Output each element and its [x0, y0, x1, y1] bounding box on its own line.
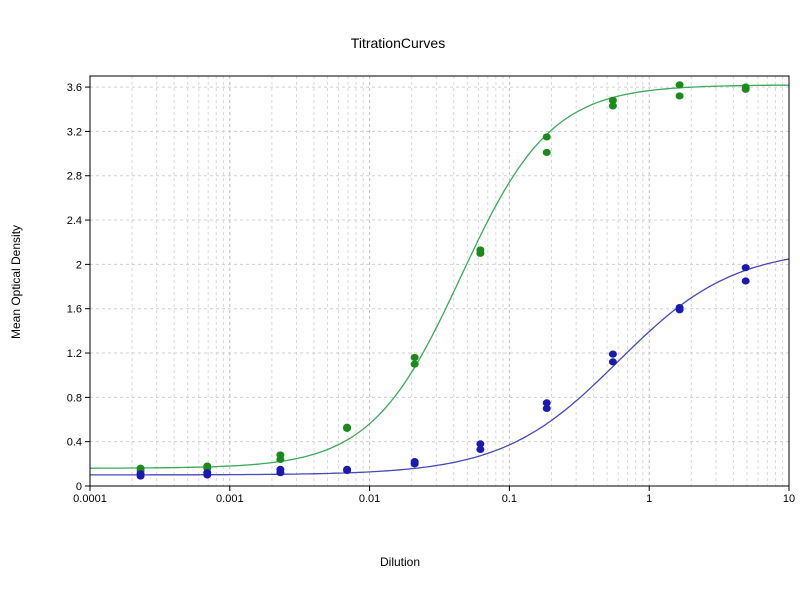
- series-2-point: [542, 404, 551, 413]
- series-2-fit-curve: [90, 258, 790, 476]
- series-2-point: [476, 440, 485, 448]
- series-1-fit-curve: [90, 84, 790, 469]
- series-1-point: [608, 96, 617, 104]
- plot-frame: [89, 75, 790, 487]
- series-1-point: [675, 92, 684, 100]
- x-axis-label: Dilution: [380, 555, 420, 569]
- series-1-point: [276, 451, 285, 459]
- series-2-point: [410, 458, 419, 466]
- chart-title: TitrationCurves: [351, 35, 445, 51]
- series-1-point: [410, 353, 419, 362]
- x-tick-label: 0.1: [502, 493, 517, 505]
- series-1-point: [542, 133, 551, 141]
- series-2-point: [343, 465, 352, 473]
- y-tick-label: 0.8: [67, 392, 82, 404]
- series-2-point: [203, 469, 212, 477]
- y-tick-label: 3.6: [67, 82, 82, 94]
- x-tick-label: 0.001: [216, 493, 244, 505]
- series-2-point: [542, 399, 551, 407]
- series-2-point: [675, 303, 684, 312]
- y-tick-label: 3.2: [67, 126, 82, 138]
- y-axis-label: Mean Optical Density: [9, 225, 23, 339]
- series-2-point: [276, 465, 285, 473]
- data-points: [136, 81, 750, 480]
- series-2-point: [741, 264, 750, 272]
- y-tick-label: 1.6: [67, 304, 82, 316]
- series-1-point: [343, 423, 352, 431]
- x-tick-label: 0.01: [359, 493, 380, 505]
- y-tick-label: 0.4: [67, 437, 82, 449]
- series-1-point: [476, 246, 485, 254]
- series-1-point: [741, 83, 750, 91]
- y-tick-label: 0: [76, 481, 82, 493]
- series-2-point: [136, 470, 145, 478]
- x-tick-label: 1: [646, 493, 652, 505]
- x-tick-label: 0.0001: [73, 493, 107, 505]
- axis-ticks: 0.0001 0.001 0.01 0.1 1 10 0 0.4 0.8 1.2 1.6 2 2.4 2.…: [67, 82, 795, 505]
- y-tick-label: 1.2: [67, 348, 82, 360]
- series-1-point: [675, 81, 684, 89]
- series-1-point: [608, 102, 617, 110]
- y-tick-label: 2: [76, 259, 82, 271]
- x-tick-label: 10: [783, 493, 795, 505]
- series-1-point: [542, 148, 551, 157]
- y-tick-label: 2.4: [67, 215, 82, 227]
- series-2-point: [608, 350, 617, 358]
- series-2-point: [741, 277, 750, 285]
- y-tick-label: 2.8: [67, 171, 82, 183]
- fit-curves: [90, 84, 790, 476]
- grid: [89, 76, 790, 487]
- series-2-point: [608, 358, 617, 366]
- series-2-point: [476, 445, 485, 454]
- series-1-point: [136, 464, 145, 472]
- series-1-point: [410, 360, 419, 368]
- series-1-point: [203, 462, 212, 470]
